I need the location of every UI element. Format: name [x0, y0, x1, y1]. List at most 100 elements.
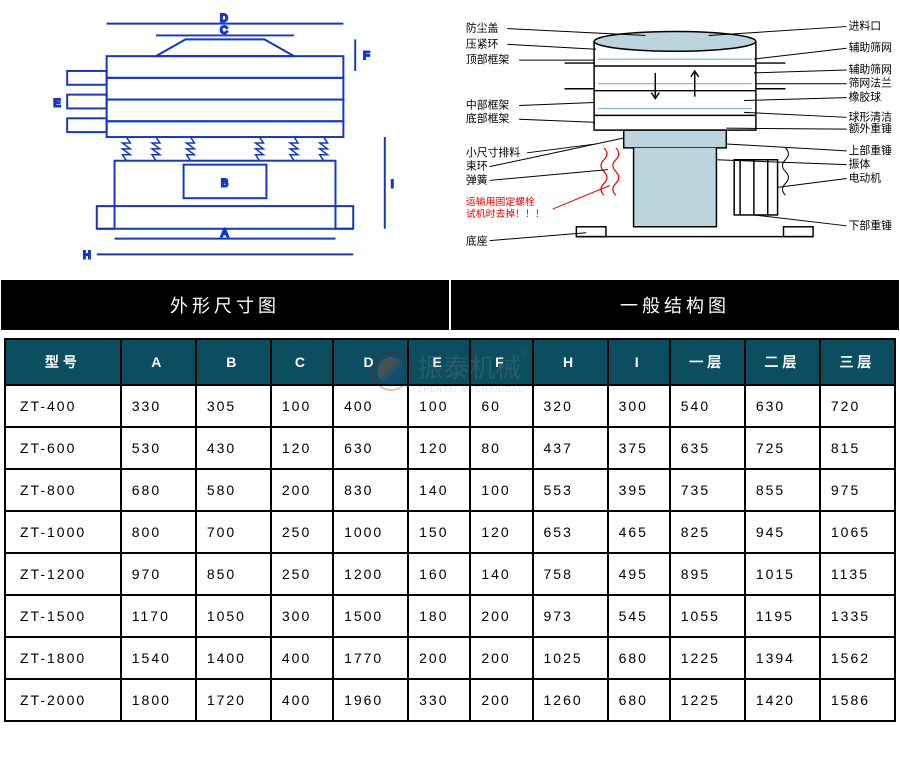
value-cell: 825	[670, 511, 745, 553]
value-cell: 553	[533, 469, 608, 511]
value-cell: 975	[820, 469, 895, 511]
value-cell: 400	[271, 637, 333, 679]
svg-text:中部框架: 中部框架	[466, 97, 510, 111]
value-cell: 320	[533, 385, 608, 427]
value-cell: 635	[670, 427, 745, 469]
col-4: D	[333, 339, 408, 385]
value-cell: 545	[608, 595, 670, 637]
value-cell: 1260	[533, 679, 608, 721]
svg-text:运输用固定螺栓: 运输用固定螺栓	[466, 195, 535, 208]
svg-text:C: C	[220, 24, 228, 36]
outline-diagram: D C E F	[0, 0, 450, 280]
value-cell: 250	[271, 511, 333, 553]
value-cell: 1015	[745, 553, 820, 595]
value-cell: 680	[608, 637, 670, 679]
value-cell: 330	[408, 679, 470, 721]
svg-text:橡胶球: 橡胶球	[849, 90, 882, 104]
value-cell: 250	[271, 553, 333, 595]
svg-text:H: H	[83, 249, 91, 261]
value-cell: 735	[670, 469, 745, 511]
svg-text:防尘盖: 防尘盖	[466, 21, 499, 35]
svg-text:底座: 底座	[466, 234, 488, 248]
table-row: ZT-60053043012063012080437375635725815	[5, 427, 895, 469]
col-6: F	[470, 339, 532, 385]
value-cell: 540	[670, 385, 745, 427]
value-cell: 1394	[745, 637, 820, 679]
value-cell: 375	[608, 427, 670, 469]
svg-text:A: A	[221, 228, 229, 240]
value-cell: 120	[408, 427, 470, 469]
svg-text:振体: 振体	[849, 157, 871, 171]
value-cell: 945	[745, 511, 820, 553]
diagrams-row: D C E F	[0, 0, 900, 280]
model-cell: ZT-1500	[5, 595, 121, 637]
value-cell: 160	[408, 553, 470, 595]
value-cell: 120	[271, 427, 333, 469]
svg-text:I: I	[391, 178, 394, 190]
value-cell: 1586	[820, 679, 895, 721]
col-10: 二层	[745, 339, 820, 385]
value-cell: 1055	[670, 595, 745, 637]
right-diagram-title: 一般结构图	[451, 280, 899, 330]
svg-text:B: B	[221, 177, 228, 189]
value-cell: 150	[408, 511, 470, 553]
value-cell: 180	[408, 595, 470, 637]
col-1: A	[121, 339, 196, 385]
col-11: 三层	[820, 339, 895, 385]
col-5: E	[408, 339, 470, 385]
value-cell: 1400	[196, 637, 271, 679]
value-cell: 430	[196, 427, 271, 469]
value-cell: 700	[196, 511, 271, 553]
value-cell: 630	[745, 385, 820, 427]
svg-text:弹簧: 弹簧	[466, 172, 488, 186]
table-row: ZT-1800154014004001770200200102568012251…	[5, 637, 895, 679]
svg-text:筛网法兰: 筛网法兰	[849, 76, 892, 90]
value-cell: 1335	[820, 595, 895, 637]
diagram-title-bar: 外形尺寸图 一般结构图	[0, 280, 900, 330]
value-cell: 200	[470, 595, 532, 637]
model-cell: ZT-1200	[5, 553, 121, 595]
svg-text:辅助筛网: 辅助筛网	[849, 40, 892, 54]
value-cell: 200	[470, 679, 532, 721]
spec-table: 型号ABCDEFHI一层二层三层 ZT-40033030510040010060…	[4, 338, 896, 722]
value-cell: 465	[608, 511, 670, 553]
model-cell: ZT-1000	[5, 511, 121, 553]
value-cell: 80	[470, 427, 532, 469]
value-cell: 1960	[333, 679, 408, 721]
value-cell: 400	[271, 679, 333, 721]
value-cell: 653	[533, 511, 608, 553]
value-cell: 305	[196, 385, 271, 427]
col-0: 型号	[5, 339, 121, 385]
value-cell: 1170	[121, 595, 196, 637]
value-cell: 400	[333, 385, 408, 427]
model-cell: ZT-2000	[5, 679, 121, 721]
value-cell: 100	[408, 385, 470, 427]
svg-text:进料口: 进料口	[849, 19, 882, 33]
value-cell: 200	[470, 637, 532, 679]
svg-text:压紧环: 压紧环	[466, 37, 499, 50]
value-cell: 720	[820, 385, 895, 427]
value-cell: 1000	[333, 511, 408, 553]
value-cell: 1050	[196, 595, 271, 637]
table-row: ZT-40033030510040010060320300540630720	[5, 385, 895, 427]
value-cell: 680	[121, 469, 196, 511]
col-8: I	[608, 339, 670, 385]
value-cell: 1025	[533, 637, 608, 679]
value-cell: 1135	[820, 553, 895, 595]
table-row: ZT-2000180017204001960330200126068012251…	[5, 679, 895, 721]
value-cell: 1200	[333, 553, 408, 595]
value-cell: 1800	[121, 679, 196, 721]
table-row: ZT-800680580200830140100553395735855975	[5, 469, 895, 511]
value-cell: 1420	[745, 679, 820, 721]
value-cell: 580	[196, 469, 271, 511]
svg-text:小尺寸排料: 小尺寸排料	[466, 145, 520, 159]
svg-text:额外重锤板: 额外重锤板	[849, 121, 892, 135]
value-cell: 973	[533, 595, 608, 637]
value-cell: 815	[820, 427, 895, 469]
value-cell: 855	[745, 469, 820, 511]
svg-text:顶部框架: 顶部框架	[466, 52, 510, 66]
value-cell: 850	[196, 553, 271, 595]
value-cell: 200	[271, 469, 333, 511]
value-cell: 680	[608, 679, 670, 721]
svg-text:D: D	[220, 13, 228, 25]
